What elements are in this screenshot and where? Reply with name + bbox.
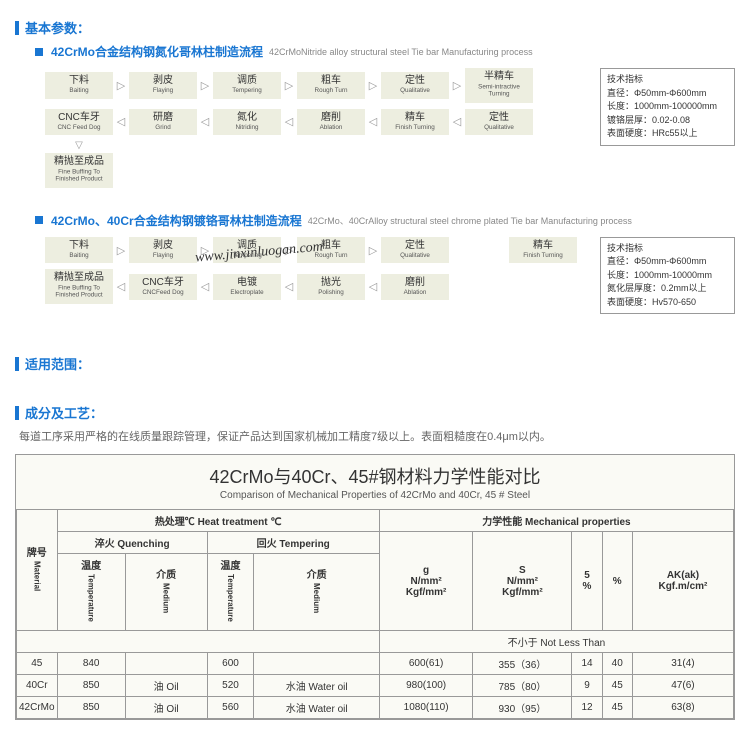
- flow-step: 磨削Ablation: [297, 109, 365, 135]
- process1-header: 42CrMo合金结构钢氮化哥林柱制造流程42CrMoNitride alloy …: [15, 43, 735, 60]
- flow-step: CNC车牙CNC Feed Dog: [45, 109, 113, 135]
- flow-step: 下料Baiting: [45, 237, 113, 263]
- flow-step: 抛光Polishing: [297, 274, 365, 300]
- section-basic: 基本参数：: [15, 18, 735, 37]
- flow-step: 粗车Rough Turn: [297, 237, 365, 263]
- flow-step: 下料Baiting: [45, 72, 113, 98]
- flow-step: CNC车牙CNCFeed Dog: [129, 274, 197, 300]
- flow-step: 定性Qualitative: [381, 237, 449, 263]
- flow-step: 氮化Nitriding: [213, 109, 281, 135]
- section-scope: 适用范围：: [15, 354, 735, 373]
- flow-step: 半精车Semi-intractive Turning: [465, 68, 533, 103]
- flow-step: 定性Qualitative: [381, 72, 449, 98]
- flow-step: 电镀Electroplate: [213, 274, 281, 300]
- table-row: 42CrMo850油 Oil560水油 Water oil1080(110)93…: [17, 697, 734, 719]
- section-comp: 成分及工艺：: [15, 403, 735, 422]
- flow-step: 调质Tempering: [213, 72, 281, 98]
- flow-step: 研磨Grind: [129, 109, 197, 135]
- flow-step: 精车Finish Turning: [509, 237, 577, 263]
- flow-step: 粗车Rough Turn: [297, 72, 365, 98]
- process2-header: 42CrMo、40Cr合金结构钢镀铬哥林柱制造流程42CrMo、40CrAllo…: [15, 212, 735, 229]
- flow-step: 精抛至成品Fine Buffing To Finished Product: [45, 153, 113, 188]
- flow-step: 定性Qualitative: [465, 109, 533, 135]
- composition-desc: 每道工序采用严格的在线质量跟踪管理，保证产品达到国家机械加工精度7级以上。表面粗…: [15, 428, 735, 444]
- table-row: 40Cr850油 Oil520水油 Water oil980(100)785（8…: [17, 675, 734, 697]
- flow-step: 剥皮Flaying: [129, 237, 197, 263]
- process2-specs: 技术指标直径：Φ50mm-Φ600mm长度：1000mm-10000mm氮化层厚…: [600, 237, 735, 315]
- process1-flow: 下料Baiting▷剥皮Flaying▷调质Tempering▷粗车Rough …: [15, 68, 735, 194]
- comparison-table: 42CrMo与40Cr、45#钢材料力学性能对比Comparison of Me…: [15, 454, 735, 720]
- flow-step: 精抛至成品Fine Buffing To Finished Product: [45, 269, 113, 304]
- flow-step: 精车Finish Turning: [381, 109, 449, 135]
- process2-flow: www.jinxinluogan.com 下料Baiting▷剥皮Flaying…: [15, 237, 735, 315]
- process1-specs: 技术指标直径：Φ50mm-Φ600mm长度：1000mm-100000mm镀铬层…: [600, 68, 735, 146]
- flow-step: 调质Tempering: [213, 237, 281, 263]
- flow-step: 剥皮Flaying: [129, 72, 197, 98]
- table-row: 45840600600(61)355（36）144031(4): [17, 653, 734, 675]
- flow-step: 磨削Ablation: [381, 274, 449, 300]
